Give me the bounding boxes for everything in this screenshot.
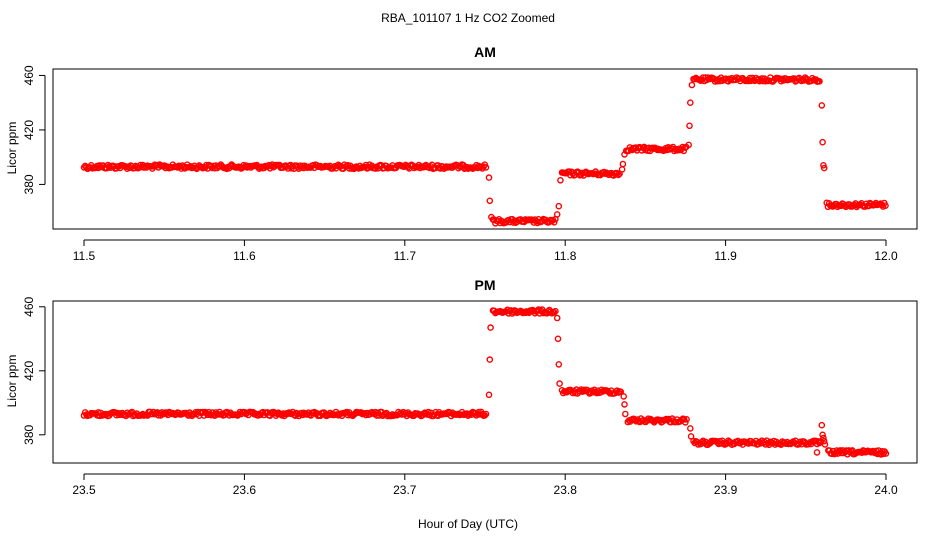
page-title: RBA_101107 1 Hz CO2 Zoomed	[381, 11, 555, 25]
pm-segment-6	[825, 447, 890, 458]
am-x-tick-label: 11.9	[714, 249, 737, 263]
pm-data-point	[550, 309, 558, 316]
pm-transition-point	[555, 361, 563, 368]
am-data-point	[615, 171, 622, 179]
pm-x-tick-label: 23.7	[393, 483, 417, 497]
pm-data-point	[482, 410, 490, 418]
pm-panel-title: PM	[475, 277, 496, 293]
pm-transition-point	[553, 314, 561, 322]
pm-data-point	[682, 419, 689, 426]
pm-x-tick-label: 23.5	[72, 483, 96, 497]
am-x-tick-label: 11.8	[554, 249, 577, 263]
pm-transition-point	[485, 391, 493, 399]
pm-data-point	[199, 408, 207, 416]
am-transition-point	[555, 202, 563, 210]
am-segment-1	[80, 161, 490, 173]
pm-segment-5	[690, 437, 825, 449]
am-y-tick-label: 420	[22, 120, 36, 140]
pm-transition-point	[487, 324, 494, 331]
am-segment-3	[558, 168, 623, 179]
pm-data-point	[481, 412, 489, 419]
am-panel: AM Licor ppm 11.5 11.6 11.7 11.8 11.9 12.0 380…	[5, 44, 918, 263]
am-transition-point	[688, 81, 696, 89]
am-data-point	[816, 78, 823, 85]
pm-transition-point	[821, 441, 829, 448]
am-transition-point	[618, 166, 626, 173]
am-segment-5	[690, 74, 823, 85]
am-y-tick-label: 380	[22, 174, 36, 194]
pm-transition-point	[621, 401, 628, 408]
pm-y-tick-label: 460	[22, 296, 36, 316]
am-transition-point	[685, 141, 693, 149]
am-transition-point	[486, 197, 494, 205]
pm-segment-2	[489, 306, 559, 317]
pm-data-point	[348, 411, 355, 419]
am-panel-title: AM	[474, 44, 496, 60]
pm-data-point	[683, 415, 690, 423]
am-transition-point	[619, 160, 627, 168]
pm-x-tick-label: 23.9	[714, 483, 738, 497]
pm-segment-3	[558, 386, 625, 397]
am-segment-2	[489, 215, 559, 227]
am-data-point	[882, 202, 889, 209]
am-data-point	[762, 77, 769, 85]
am-transition-point	[485, 174, 493, 181]
pm-transition-point	[818, 421, 826, 429]
pm-transition-point	[820, 434, 827, 442]
pm-points	[80, 306, 890, 458]
pm-transition-points	[485, 314, 829, 456]
pm-transition-point	[819, 431, 826, 439]
pm-segment-1	[80, 408, 490, 420]
am-transition-points	[485, 81, 828, 221]
am-transition-point	[686, 122, 693, 130]
am-x-tick-label: 12.0	[874, 249, 898, 263]
am-points	[80, 74, 889, 227]
pm-x-tick-label: 23.8	[554, 483, 578, 497]
am-transition-point	[553, 211, 561, 218]
am-transition-point	[820, 161, 827, 169]
x-axis-label: Hour of Day (UTC)	[418, 517, 518, 531]
am-x-tick-label: 11.6	[233, 249, 256, 263]
am-transition-point	[488, 213, 495, 221]
pm-transition-point	[687, 433, 695, 440]
am-segment-6	[823, 199, 889, 211]
pm-transition-point	[820, 437, 828, 445]
am-y-axis-label: Licor ppm	[5, 122, 19, 175]
am-data-point	[550, 218, 558, 226]
pm-y-axis-label: Licor ppm	[5, 355, 19, 408]
pm-plot-frame	[52, 300, 918, 464]
pm-transition-point	[486, 356, 494, 363]
am-x-tick-label: 11.7	[394, 249, 417, 263]
pm-x-tick-label: 24.0	[874, 483, 898, 497]
pm-data-point	[617, 388, 625, 396]
am-transition-point	[819, 138, 826, 146]
am-transition-point	[687, 99, 694, 106]
am-axes: 11.5 11.6 11.7 11.8 11.9 12.0 380 420 460	[22, 65, 898, 263]
pm-data-point	[552, 307, 559, 315]
pm-x-tick-label: 23.6	[233, 483, 257, 497]
pm-transition-point	[620, 393, 628, 400]
pm-transition-point	[554, 335, 562, 343]
pm-transition-point	[813, 449, 821, 456]
am-y-tick-label: 460	[22, 65, 36, 85]
pm-segment-4	[624, 415, 690, 426]
pm-transition-point	[687, 425, 694, 432]
pm-y-tick-label: 420	[22, 360, 36, 380]
am-transition-point	[818, 102, 826, 109]
pm-data-point	[882, 450, 890, 457]
am-data-point	[482, 164, 490, 171]
pm-data-point	[874, 450, 881, 458]
am-x-tick-label: 11.5	[73, 249, 96, 263]
am-transition-point	[557, 176, 564, 184]
am-segment-4	[622, 143, 690, 155]
am-transition-point	[621, 151, 628, 158]
pm-y-tick-label: 380	[22, 424, 36, 444]
pm-transition-point	[556, 380, 563, 387]
pm-transition-point	[622, 410, 629, 418]
am-transition-point	[820, 164, 828, 172]
pm-panel: PM Licor ppm 23.5 23.6 23.7 23.8 23.9 24.0 380…	[5, 277, 918, 497]
am-plot-frame	[52, 68, 918, 230]
pm-axes: 23.5 23.6 23.7 23.8 23.9 24.0 380 420 460	[22, 296, 898, 497]
